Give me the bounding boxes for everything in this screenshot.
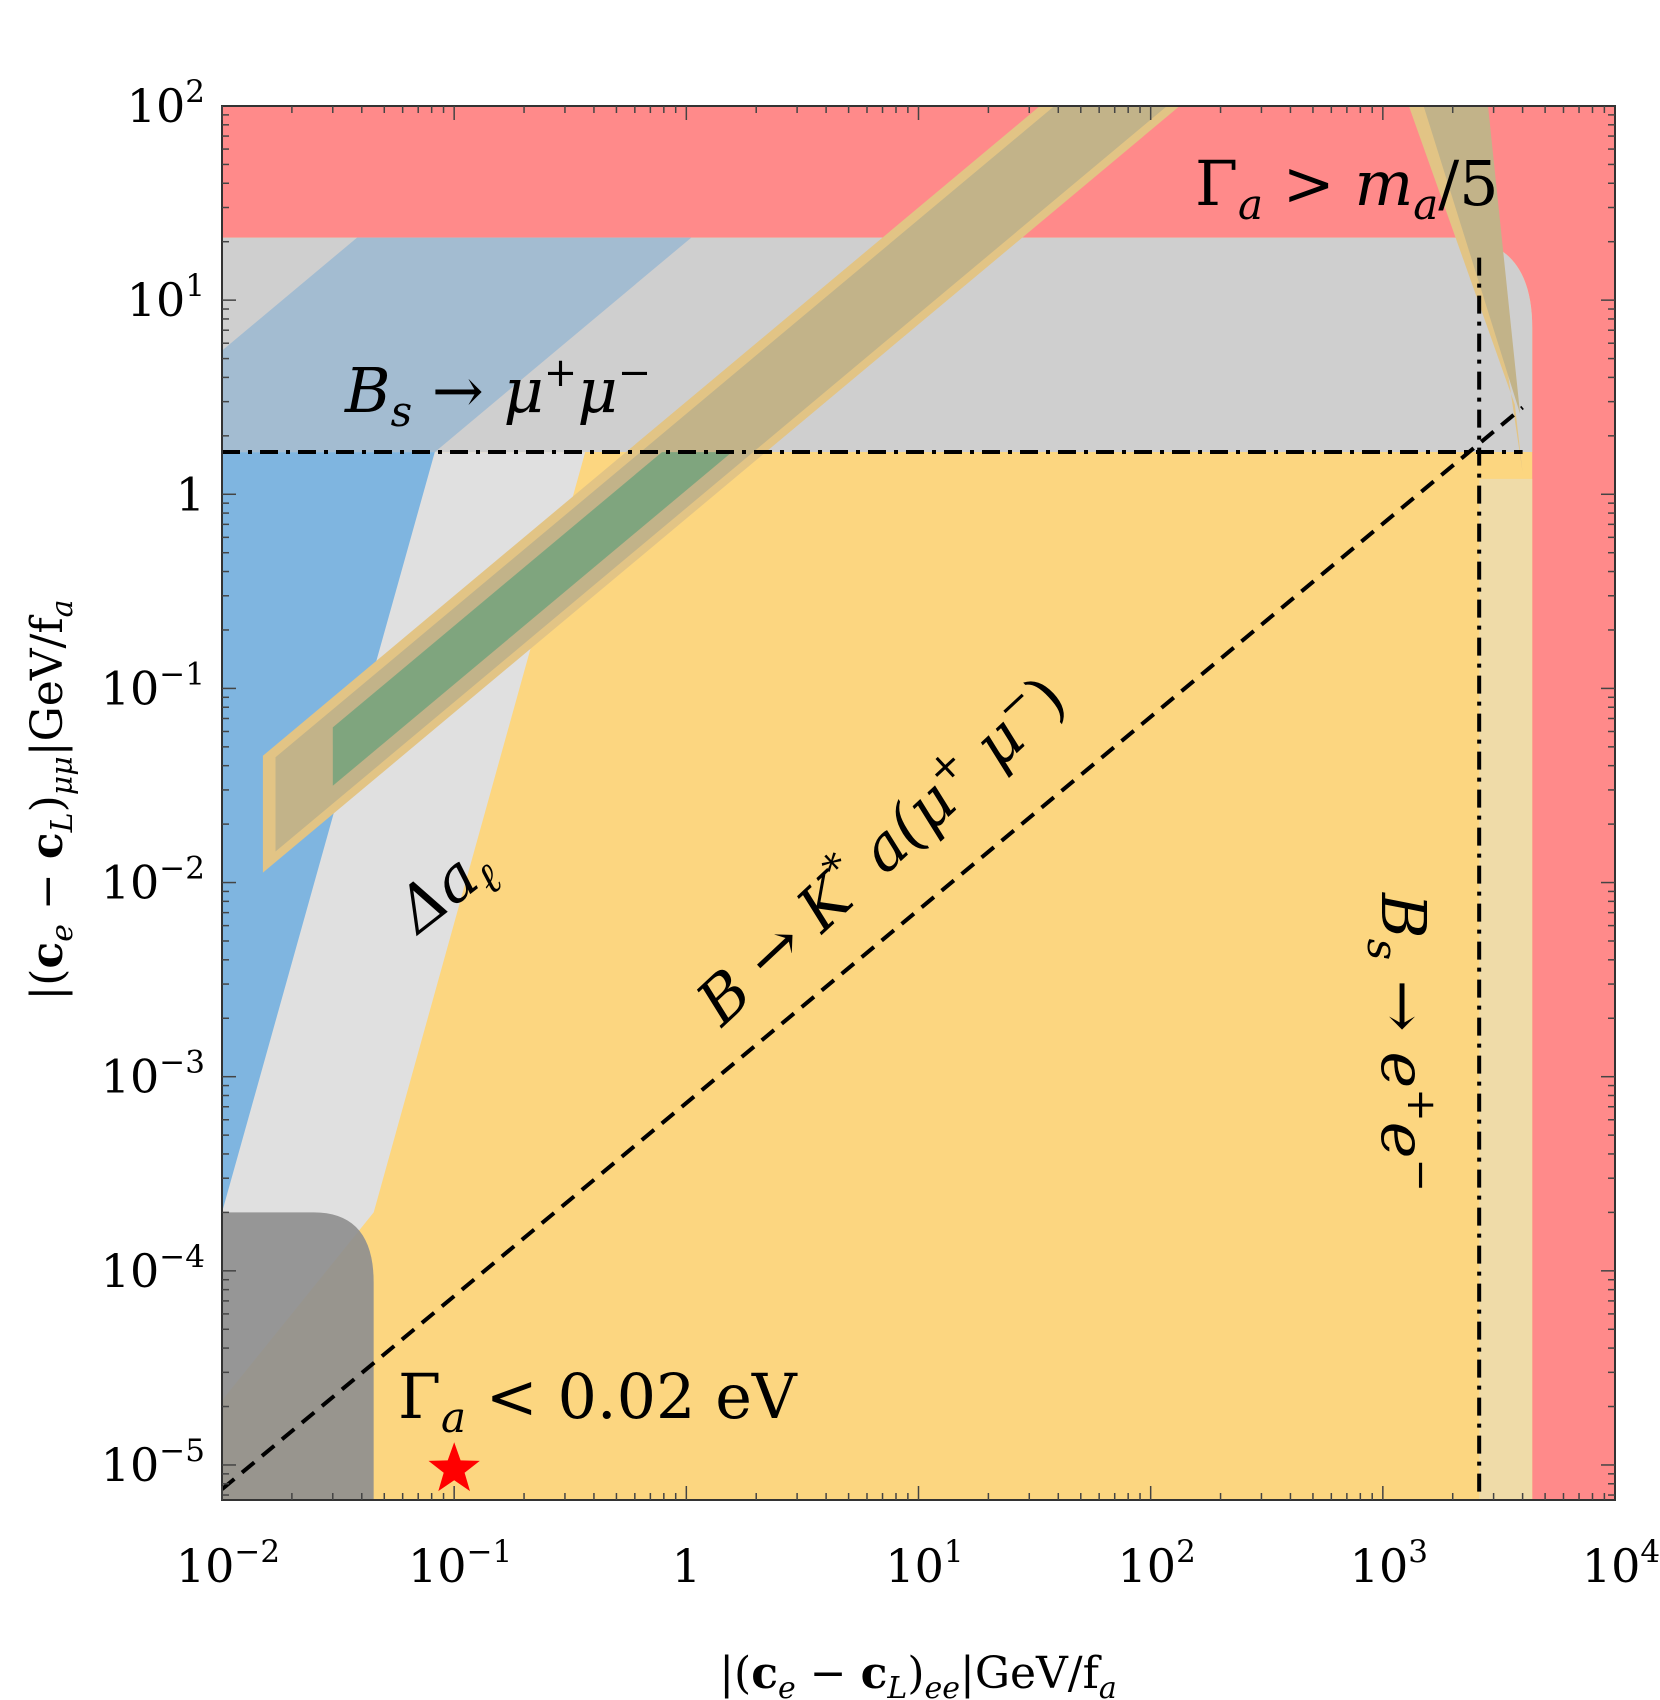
y-tick-label: 1	[176, 467, 205, 521]
y-tick-label: 10−2	[101, 851, 205, 910]
x-tick-label: 1	[672, 1539, 701, 1593]
star-marker	[428, 1442, 480, 1492]
y-tick-label: 102	[127, 74, 205, 133]
y-tick-label: 10−3	[101, 1045, 205, 1104]
region-bka-mid	[275, 106, 1521, 852]
x-axis-title: |(ce − cL)ee|GeV/fa	[719, 1648, 1117, 1700]
x-tick-label: 102	[1118, 1534, 1196, 1593]
region-bka	[332, 452, 732, 786]
y-tick-label: 10−4	[101, 1239, 205, 1298]
tick-marks	[221, 106, 1615, 1500]
x-tick-label: 10−2	[176, 1534, 280, 1593]
y-tick-label: 101	[127, 268, 205, 327]
region-corner	[222, 1212, 374, 1500]
label-gamma-lower: Γa < 0.02 eV	[398, 1360, 798, 1442]
label-bs-mumu: Bs → μ+μ−	[344, 350, 651, 436]
dashed-line	[222, 405, 1524, 1491]
region-bs-ee	[1479, 478, 1533, 1500]
x-tick-label: 10−1	[408, 1534, 512, 1593]
y-axis-title: |(ce − cL)μμ|GeV/fa	[22, 599, 80, 1000]
label-gamma-upper: Γa > ma/5	[1195, 147, 1499, 229]
region-delta-a	[222, 452, 435, 1213]
y-tick-label: 10−1	[101, 656, 205, 715]
y-tick-label: 10−5	[101, 1433, 205, 1492]
region-delta-a-upper	[222, 237, 692, 453]
label-bs-ee: Bs → e+e−	[1358, 892, 1444, 1192]
x-tick-label: 101	[885, 1534, 963, 1593]
x-tick-label: 104	[1582, 1534, 1660, 1593]
tick-labels: 10−2 10−1 1 101 102 103 104 10−5 10−4 10−3 10−2 10−…	[101, 74, 1660, 1593]
plot-area	[222, 106, 1615, 1500]
x-tick-label: 103	[1350, 1534, 1428, 1593]
